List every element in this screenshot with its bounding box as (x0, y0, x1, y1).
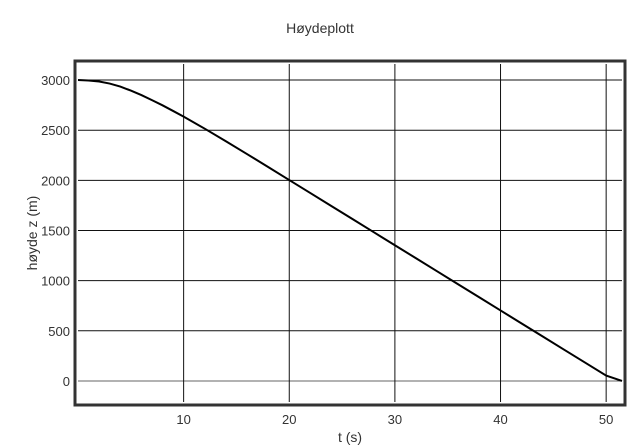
y-tick-label: 1500 (41, 223, 70, 238)
y-axis-label: høyde z (m) (24, 196, 40, 271)
series-layer (77, 79, 623, 382)
grid-lines (78, 64, 622, 402)
y-tick-label: 3000 (41, 73, 70, 88)
x-axis-label: t (s) (338, 429, 362, 445)
x-tick-label: 10 (176, 412, 190, 427)
y-tick-label: 2500 (41, 123, 70, 138)
series-line-0 (77, 79, 623, 382)
tick-labels: 0 500 1000 1500 2000 2500 3000 10 20 30 40 50 (41, 73, 613, 427)
x-tick-label: 50 (599, 412, 613, 427)
x-tick-label: 30 (388, 412, 402, 427)
plot-frame (73, 59, 627, 407)
y-tick-label: 500 (48, 324, 70, 339)
y-tick-label: 1000 (41, 274, 70, 289)
y-tick-label: 0 (63, 374, 70, 389)
x-tick-label: 40 (493, 412, 507, 427)
chart-title: Høydeplott (286, 20, 354, 36)
y-tick-label: 2000 (41, 173, 70, 188)
x-tick-label: 20 (282, 412, 296, 427)
